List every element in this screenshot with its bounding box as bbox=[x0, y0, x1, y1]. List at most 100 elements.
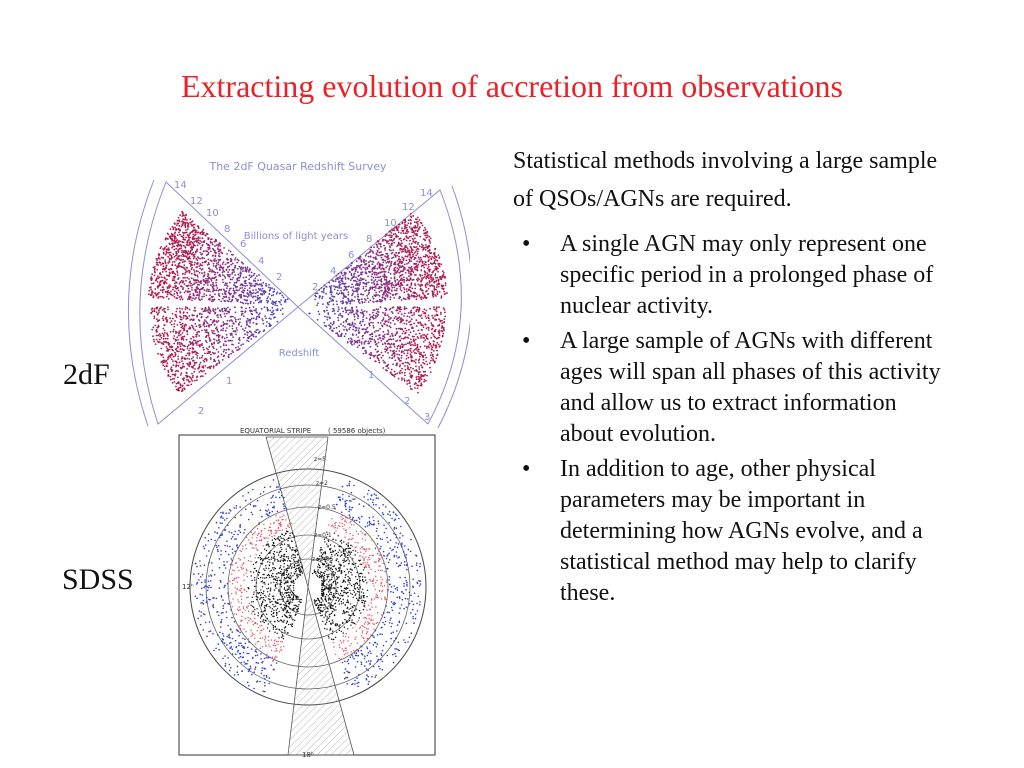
quasar-point bbox=[240, 306, 243, 308]
quasar-point bbox=[405, 279, 408, 282]
galaxy-point bbox=[293, 582, 295, 584]
quasar-point bbox=[342, 274, 344, 277]
quasar-point bbox=[406, 379, 408, 382]
quasar-point bbox=[377, 313, 379, 316]
quasar-point bbox=[223, 337, 226, 340]
galaxy-point bbox=[275, 579, 277, 581]
quasar-point bbox=[372, 256, 375, 259]
quasar-point bbox=[356, 278, 359, 280]
quasar-point bbox=[190, 272, 193, 275]
quasar-point bbox=[193, 283, 195, 285]
quasar-point bbox=[194, 233, 197, 236]
quasar-point bbox=[276, 304, 278, 307]
quasar-point bbox=[204, 331, 207, 334]
quasar-point bbox=[255, 329, 258, 331]
quasar-point bbox=[177, 358, 180, 360]
quasar-point bbox=[194, 231, 197, 234]
galaxy-point bbox=[293, 556, 295, 559]
quasar-point bbox=[188, 352, 190, 354]
galaxy-point bbox=[277, 538, 279, 540]
quasar-point bbox=[408, 226, 411, 228]
quasar-point bbox=[184, 276, 186, 279]
galaxy-point bbox=[285, 602, 287, 604]
galaxy-point bbox=[298, 565, 300, 567]
quasar-point bbox=[155, 257, 158, 260]
quasar-point bbox=[219, 248, 221, 251]
quasar-point bbox=[171, 378, 174, 380]
quasar-point bbox=[365, 330, 368, 333]
quasar-point bbox=[177, 332, 180, 335]
quasar-point bbox=[393, 241, 396, 244]
quasar-point bbox=[379, 300, 382, 303]
quasar-point bbox=[393, 370, 396, 373]
quasar-point bbox=[437, 267, 439, 270]
galaxy-point bbox=[263, 606, 266, 609]
quasar-point bbox=[190, 365, 193, 368]
quasar-point bbox=[184, 273, 186, 275]
tick-right: 4 bbox=[330, 266, 336, 277]
quasar-point bbox=[426, 345, 428, 348]
galaxy-point bbox=[271, 608, 274, 610]
quasar-point bbox=[208, 345, 211, 348]
quasar-point bbox=[423, 266, 426, 269]
quasar-point bbox=[412, 294, 415, 297]
galaxy-point bbox=[277, 554, 280, 556]
quasar-point bbox=[358, 339, 361, 342]
quasar-point bbox=[335, 285, 337, 288]
galaxy-point bbox=[273, 542, 275, 544]
quasar-point bbox=[384, 249, 386, 251]
quasar-point bbox=[358, 302, 361, 304]
galaxy-point bbox=[287, 576, 290, 579]
quasar-point bbox=[408, 363, 411, 366]
quasar-point bbox=[248, 269, 250, 272]
quasar-point bbox=[171, 226, 174, 228]
quasar-point bbox=[181, 322, 184, 325]
quasar-point bbox=[390, 346, 392, 348]
quasar-point bbox=[207, 273, 210, 276]
quasar-point bbox=[183, 268, 186, 270]
quasar-point bbox=[212, 265, 215, 267]
quasar-point bbox=[203, 283, 205, 286]
quasar-point bbox=[245, 295, 247, 298]
quasar-point bbox=[409, 353, 412, 356]
quasar-point bbox=[197, 270, 199, 273]
quasar-point bbox=[429, 343, 431, 346]
quasar-point bbox=[224, 263, 227, 266]
quasar-point bbox=[372, 317, 375, 320]
quasar-point bbox=[431, 353, 434, 356]
quasar-point bbox=[416, 306, 419, 309]
quasar-point bbox=[333, 288, 336, 291]
quasar-point bbox=[406, 262, 408, 265]
quasar-point bbox=[383, 333, 386, 336]
quasar-point bbox=[152, 295, 155, 297]
quasar-point bbox=[407, 356, 410, 359]
z-tick-left: 1 bbox=[226, 376, 232, 387]
quasar-point bbox=[438, 262, 441, 265]
quasar-point bbox=[244, 269, 247, 271]
quasar-point bbox=[428, 319, 430, 322]
quasar-point bbox=[377, 294, 379, 296]
galaxy-point bbox=[269, 587, 272, 589]
galaxy-point bbox=[294, 556, 297, 559]
quasar-point bbox=[205, 282, 207, 285]
quasar-point bbox=[399, 369, 402, 372]
quasar-point bbox=[414, 369, 416, 372]
quasar-point bbox=[412, 255, 414, 258]
quasar-point bbox=[338, 308, 340, 311]
quasar-point bbox=[437, 279, 440, 281]
quasar-point bbox=[184, 315, 187, 317]
quasar-point bbox=[378, 361, 381, 364]
quasar-point bbox=[249, 300, 252, 303]
quasar-point bbox=[238, 342, 240, 344]
galaxy-point bbox=[281, 634, 284, 636]
quasar-point bbox=[207, 244, 209, 247]
quasar-point bbox=[206, 366, 209, 369]
quasar-point bbox=[205, 316, 208, 319]
quasar-point bbox=[202, 279, 205, 282]
quasar-point bbox=[345, 309, 348, 312]
galaxy-point bbox=[281, 533, 283, 536]
galaxy-point bbox=[295, 548, 297, 551]
quasar-point bbox=[252, 317, 255, 320]
quasar-point bbox=[281, 294, 284, 297]
quasar-point bbox=[215, 339, 218, 342]
